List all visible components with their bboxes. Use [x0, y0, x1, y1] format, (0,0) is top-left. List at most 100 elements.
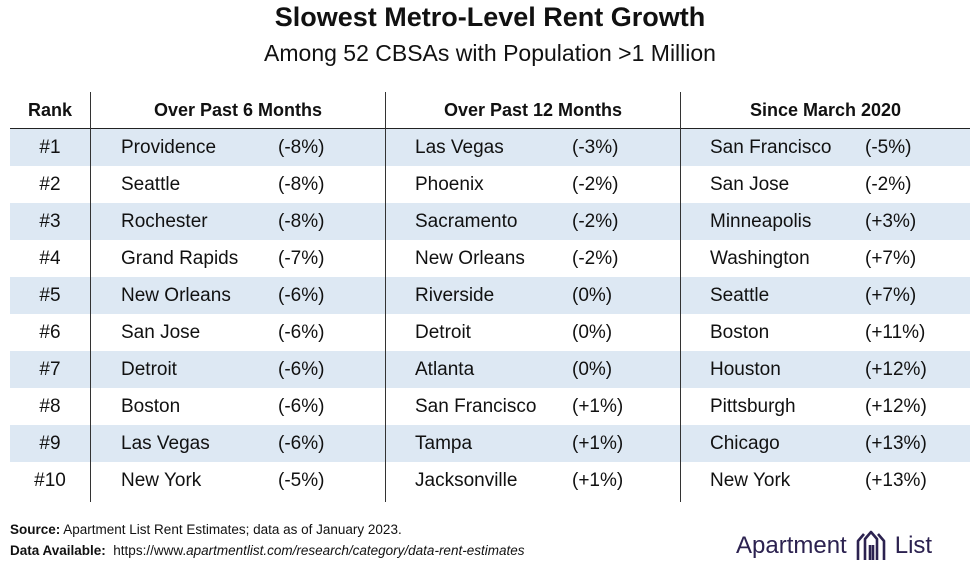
twelve-month-change: (0%) — [572, 322, 613, 343]
six-month-change: (-6%) — [278, 433, 325, 454]
rank-cell: #4 — [39, 248, 61, 269]
table-row: #8 Boston (-6%) San Francisco (+1%) Pittsburg… — [10, 388, 970, 425]
twelve-month-city: Las Vegas — [415, 137, 504, 158]
since-2020-change: (-5%) — [865, 137, 912, 158]
twelve-month-change: (-3%) — [572, 137, 619, 158]
since-2020-city: Boston — [710, 322, 770, 343]
apartment-list-logo-icon — [856, 530, 886, 560]
six-month-city: Providence — [121, 137, 217, 158]
since-2020-city: San Francisco — [710, 137, 832, 158]
six-month-change: (-7%) — [278, 248, 325, 269]
rank-cell: #5 — [39, 285, 61, 306]
rank-cell: #3 — [39, 211, 61, 232]
since-2020-change: (+12%) — [865, 396, 927, 417]
twelve-month-change: (+1%) — [572, 470, 624, 491]
brand-name-left: Apartment — [736, 532, 847, 559]
column-divider — [680, 92, 681, 502]
since-2020-change: (+7%) — [865, 285, 917, 306]
since-2020-city: Washington — [710, 248, 810, 269]
six-month-change: (-6%) — [278, 285, 325, 306]
header-twelve-months: Over Past 12 Months — [443, 100, 623, 120]
data-url-prefix: https://www. — [105, 543, 187, 558]
twelve-month-change: (+1%) — [572, 433, 624, 454]
twelve-month-change: (0%) — [572, 359, 613, 380]
source-text: Apartment List Rent Estimates; data as o… — [60, 522, 402, 537]
header-six-months: Over Past 6 Months — [153, 100, 323, 120]
rank-cell: #8 — [39, 396, 61, 417]
since-2020-change: (+7%) — [865, 248, 917, 269]
column-divider — [385, 92, 386, 502]
six-month-city: Rochester — [121, 211, 208, 232]
six-month-city: New Orleans — [121, 285, 231, 306]
six-month-change: (-5%) — [278, 470, 325, 491]
header-rank: Rank — [27, 100, 72, 120]
six-month-change: (-6%) — [278, 396, 325, 417]
since-2020-city: Houston — [710, 359, 781, 380]
six-month-city: San Jose — [121, 322, 201, 343]
table-header-row: Rank Over Past 6 Months Over Past 12 Mon… — [10, 92, 970, 129]
since-2020-city: Chicago — [710, 433, 780, 454]
rank-cell: #1 — [39, 137, 61, 158]
six-month-change: (-6%) — [278, 359, 325, 380]
six-month-change: (-8%) — [278, 137, 325, 158]
six-month-city: Boston — [121, 396, 181, 417]
since-2020-change: (+13%) — [865, 470, 927, 491]
twelve-month-city: Detroit — [415, 322, 471, 343]
column-divider — [90, 92, 91, 502]
since-2020-city: New York — [710, 470, 791, 491]
twelve-month-city: New Orleans — [415, 248, 525, 269]
table-row: #4 Grand Rapids (-7%) New Orleans (-2%) Washi… — [10, 240, 970, 277]
header-since-march-2020: Since March 2020 — [749, 100, 902, 120]
apartment-list-logo: Apartment List — [736, 528, 932, 564]
six-month-change: (-6%) — [278, 322, 325, 343]
rank-cell: #10 — [34, 470, 66, 491]
chart-title: Slowest Metro-Level Rent Growth — [274, 2, 706, 32]
twelve-month-city: Tampa — [415, 433, 473, 454]
twelve-month-change: (0%) — [572, 285, 613, 306]
twelve-month-change: (+1%) — [572, 396, 624, 417]
six-month-change: (-8%) — [278, 211, 325, 232]
twelve-month-city: Riverside — [415, 285, 495, 306]
twelve-month-city: Jacksonville — [415, 470, 518, 491]
data-available-label: Data Available: — [10, 543, 106, 558]
rent-growth-table: Rank Over Past 6 Months Over Past 12 Mon… — [10, 92, 970, 502]
twelve-month-city: San Francisco — [415, 396, 537, 417]
table-row: #10 New York (-5%) Jacksonville (+1%) New Yor… — [10, 462, 970, 499]
six-month-city: Grand Rapids — [121, 248, 239, 269]
twelve-month-change: (-2%) — [572, 248, 619, 269]
source-label: Source: — [10, 522, 61, 537]
data-url-path: apartmentlist.com/research/category/data… — [186, 543, 525, 558]
table-row: #7 Detroit (-6%) Atlanta (0%) Houston (+12%) — [10, 351, 970, 388]
since-2020-city: Minneapolis — [710, 211, 812, 232]
since-2020-change: (+13%) — [865, 433, 927, 454]
rank-cell: #6 — [39, 322, 61, 343]
twelve-month-city: Atlanta — [415, 359, 475, 380]
six-month-city: Las Vegas — [121, 433, 210, 454]
twelve-month-change: (-2%) — [572, 211, 619, 232]
table-row: #6 San Jose (-6%) Detroit (0%) Boston (+11%) — [10, 314, 970, 351]
since-2020-city: Pittsburgh — [710, 396, 796, 417]
table-row: #5 New Orleans (-6%) Riverside (0%) Seattle (+… — [10, 277, 970, 314]
table-row: #3 Rochester (-8%) Sacramento (-2%) Minneapol… — [10, 203, 970, 240]
twelve-month-city: Phoenix — [415, 174, 484, 195]
rank-cell: #9 — [39, 433, 61, 454]
since-2020-change: (+12%) — [865, 359, 927, 380]
table-row: #1 Providence (-8%) Las Vegas (-3%) San Franc… — [10, 129, 970, 166]
six-month-city: Detroit — [121, 359, 177, 380]
chart-subtitle: Among 52 CBSAs with Population >1 Millio… — [264, 40, 716, 66]
since-2020-city: Seattle — [710, 285, 770, 306]
since-2020-change: (-2%) — [865, 174, 912, 195]
since-2020-change: (+11%) — [865, 322, 926, 343]
brand-name-right: List — [894, 532, 933, 559]
table-row: #2 Seattle (-8%) Phoenix (-2%) San Jose (-2%) — [10, 166, 970, 203]
rank-cell: #7 — [39, 359, 61, 380]
six-month-city: New York — [121, 470, 202, 491]
since-2020-change: (+3%) — [865, 211, 917, 232]
source-note: Source: Apartment List Rent Estimates; d… — [10, 522, 402, 537]
twelve-month-change: (-2%) — [572, 174, 619, 195]
table-row: #9 Las Vegas (-6%) Tampa (+1%) Chicago (+13%) — [10, 425, 970, 462]
rank-cell: #2 — [39, 174, 61, 195]
since-2020-city: San Jose — [710, 174, 790, 195]
six-month-change: (-8%) — [278, 174, 325, 195]
data-available-note: Data Available: https://www.apartmentlis… — [10, 543, 524, 558]
